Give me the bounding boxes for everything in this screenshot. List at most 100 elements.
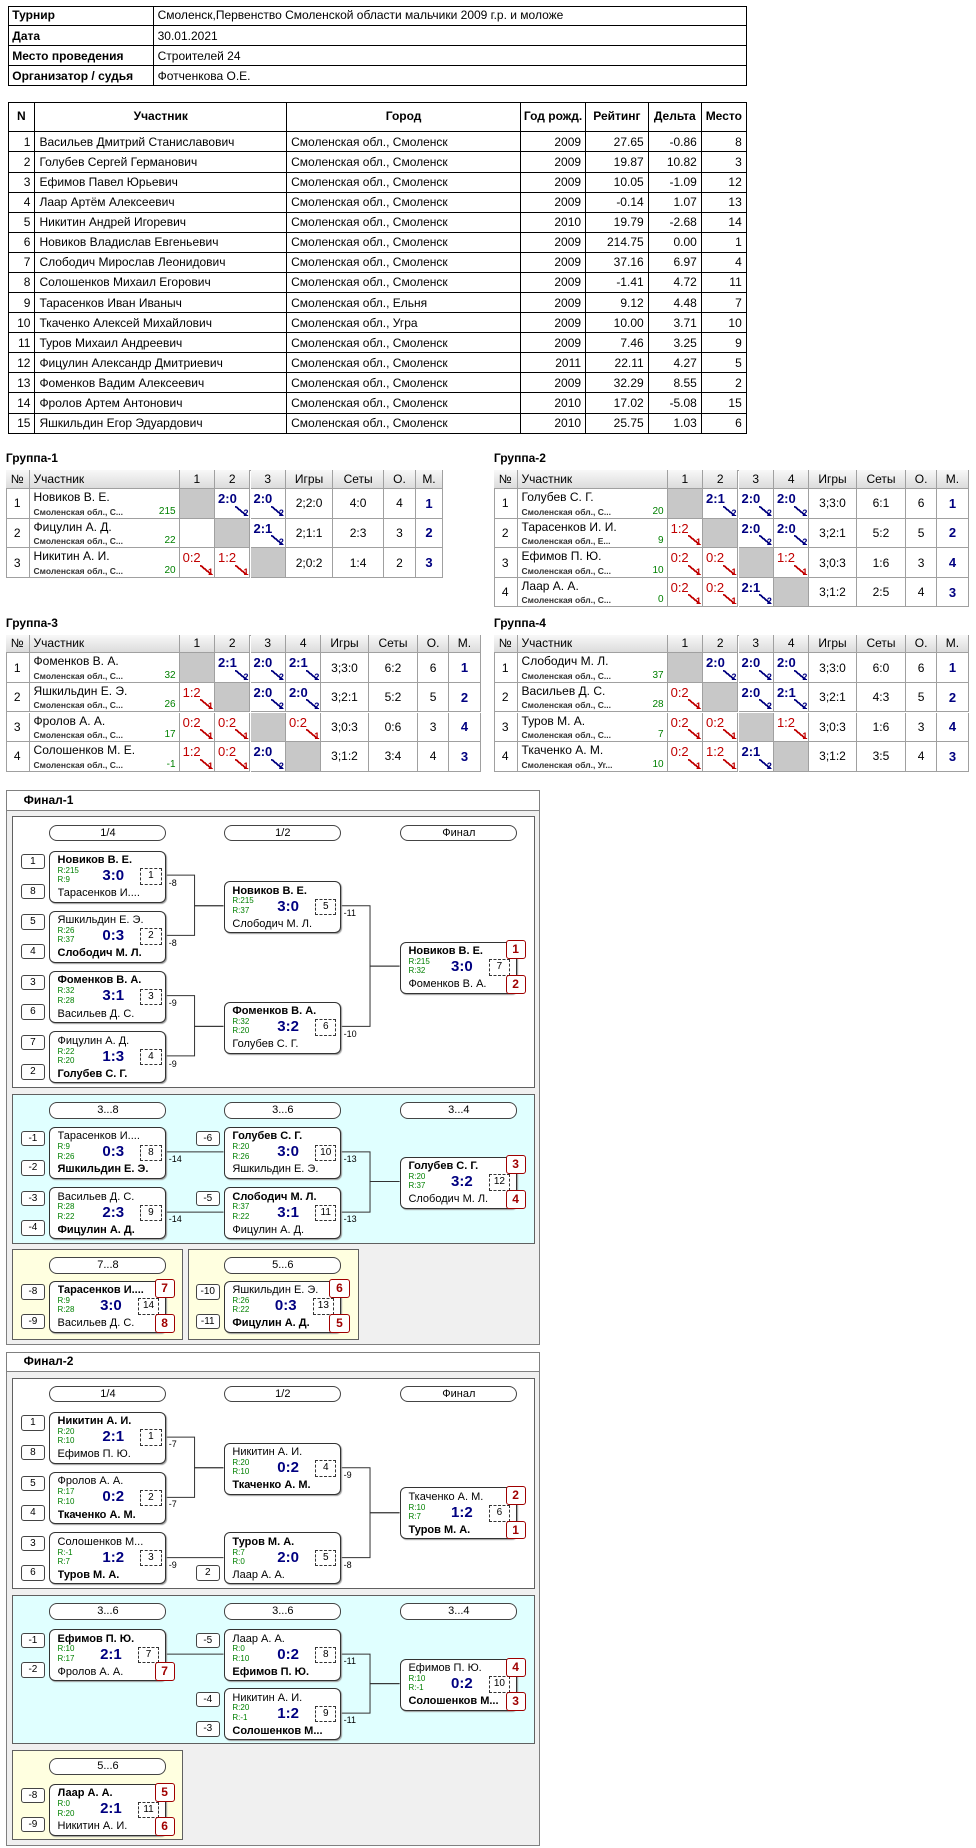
- score-points: 1: [314, 731, 320, 742]
- score-slash: [235, 669, 248, 680]
- bracket-section: 3...6 3...6 3...4 -1 -2 Ефимов П. Ю. R:10 Фроло…: [11, 1595, 536, 1745]
- player-rating: 26: [164, 699, 176, 711]
- seed: 6: [21, 1565, 45, 1581]
- match-box: Новиков В. Е. R:215 Слободич М. Л. R:37 3:0 5: [224, 881, 342, 934]
- score-slash: [723, 505, 736, 516]
- loser-target: -7: [168, 1499, 177, 1510]
- score-slash: [723, 669, 736, 680]
- player-name: Новиков В. Е.: [232, 884, 307, 897]
- score-points: 1: [731, 566, 737, 577]
- participant-cell: 37.16: [586, 252, 649, 273]
- match-number: 5: [315, 898, 337, 916]
- seed: 2: [21, 1064, 45, 1080]
- player-rating: R:28: [57, 1202, 75, 1212]
- group-place: 2: [937, 682, 969, 713]
- participant: Лаар А. А. Смоленская обл., С... 0: [517, 577, 668, 608]
- player-name: Яшкильдин Е. Э.: [57, 914, 144, 927]
- score-points: 1: [731, 596, 737, 607]
- connector: [165, 1467, 224, 1498]
- connectors: [165, 1436, 400, 1558]
- seed: -3: [21, 1190, 45, 1207]
- participant-cell: Яшкильдин Егор Эдуардович: [35, 413, 288, 434]
- row-number: 2: [493, 682, 518, 713]
- match-score: 2:1: [100, 1800, 122, 1818]
- score-points: 1: [696, 537, 702, 548]
- group-header: 3: [738, 634, 774, 654]
- score-points: 2: [314, 671, 320, 682]
- seed: -10: [195, 1284, 220, 1300]
- player-name: Васильев Д. С.: [57, 1190, 135, 1203]
- group-games: 3;2:1: [321, 682, 369, 713]
- group-games: 3;3:0: [321, 653, 369, 683]
- participant-cell: 2009: [521, 132, 587, 153]
- group-header: 2: [703, 634, 739, 654]
- loser-target: -9: [343, 1469, 352, 1480]
- player-name: Фролов А. А.: [57, 1475, 124, 1488]
- group-sets: 5:2: [368, 682, 419, 713]
- group-sets: 0:6: [368, 712, 419, 743]
- place: 6: [154, 1817, 175, 1836]
- participant: Яшкильдин Е. Э. Смоленская обл., С... 26: [29, 682, 180, 713]
- player-name: Солошенков М. Е.: [33, 743, 136, 758]
- participant-cell: Смоленская обл., Угра: [287, 313, 522, 334]
- participant-cell: -0.14: [586, 192, 649, 213]
- player-name: Туров М. А.: [408, 1523, 471, 1536]
- group-points: 4: [906, 577, 937, 608]
- participant-cell: Фицулин Александр Дмитриевич: [35, 353, 288, 374]
- group-header: 1: [179, 634, 216, 654]
- group-header: Участник: [29, 634, 180, 654]
- score-points: 1: [243, 566, 249, 577]
- player-rating: 10: [652, 758, 664, 770]
- participant-cell: 3.71: [648, 313, 702, 334]
- participant: Фоменков В. А. Смоленская обл., С... 32: [29, 653, 180, 683]
- seed: -9: [21, 1817, 45, 1833]
- match-score: 1:2: [450, 1503, 473, 1521]
- group-place: 2: [415, 518, 444, 549]
- match-score: 3:0: [277, 1143, 299, 1161]
- loser-target: -8: [168, 877, 177, 888]
- place: 5: [329, 1313, 350, 1333]
- score-slash: [758, 535, 771, 546]
- seed: -1: [21, 1130, 45, 1146]
- match-number: 11: [137, 1801, 160, 1819]
- group-header: Участник: [29, 470, 180, 490]
- participant-cell: 15: [8, 413, 36, 434]
- player-rating: R:10: [57, 1496, 75, 1506]
- score-cell: 2:1 2: [703, 489, 739, 519]
- score-points: 2: [766, 537, 772, 548]
- group-sets: 2:3: [333, 518, 384, 549]
- score-points: 2: [802, 671, 808, 682]
- score: 0:2: [670, 714, 689, 730]
- match-box: Тарасенков И.... R:9 Васильев Д. С. R:28 3:0…: [49, 1280, 167, 1333]
- player-rating: R:37: [232, 905, 250, 915]
- group-sets: 4:0: [333, 489, 384, 519]
- match-number: 14: [137, 1298, 160, 1315]
- player-rating: R:22: [232, 1305, 250, 1315]
- round-header: 3...6: [224, 1603, 342, 1620]
- score: 0:2: [670, 550, 689, 566]
- score-cell: 2:0 2: [703, 653, 739, 683]
- match-number: 5: [315, 1549, 337, 1567]
- match-box: Солошенков М... R:-1 Туров М. А. R:7 1:2 3: [49, 1532, 167, 1585]
- player-city: Смоленская обл., С...: [521, 670, 611, 681]
- place: 2: [505, 1486, 526, 1506]
- match-box: Слободич М. Л. R:37 Фицулин А. Д. R:22 3:1 11: [224, 1187, 342, 1240]
- player-rating: R:215: [232, 896, 254, 906]
- player-rating: R:26: [232, 1295, 250, 1305]
- score: 1:2: [218, 550, 237, 566]
- player-name: Солошенков М...: [232, 1724, 323, 1737]
- player-name: Фицулин А. Д.: [33, 519, 112, 534]
- participant-cell: 13: [701, 192, 747, 213]
- group-header: О.: [384, 470, 416, 490]
- player-rating: R:9: [57, 875, 70, 885]
- participant-cell: 7.46: [586, 333, 649, 354]
- seed: -6: [195, 1130, 220, 1146]
- player-rating: 37: [652, 669, 664, 681]
- seed: 1: [21, 1415, 45, 1431]
- seed: -2: [21, 1160, 45, 1176]
- score: 2:1: [253, 520, 273, 536]
- group-sets: 2:5: [856, 577, 907, 608]
- loser-target: -14: [168, 1214, 182, 1225]
- match-score: 3:2: [277, 1018, 299, 1036]
- round-header: 3...6: [49, 1603, 167, 1620]
